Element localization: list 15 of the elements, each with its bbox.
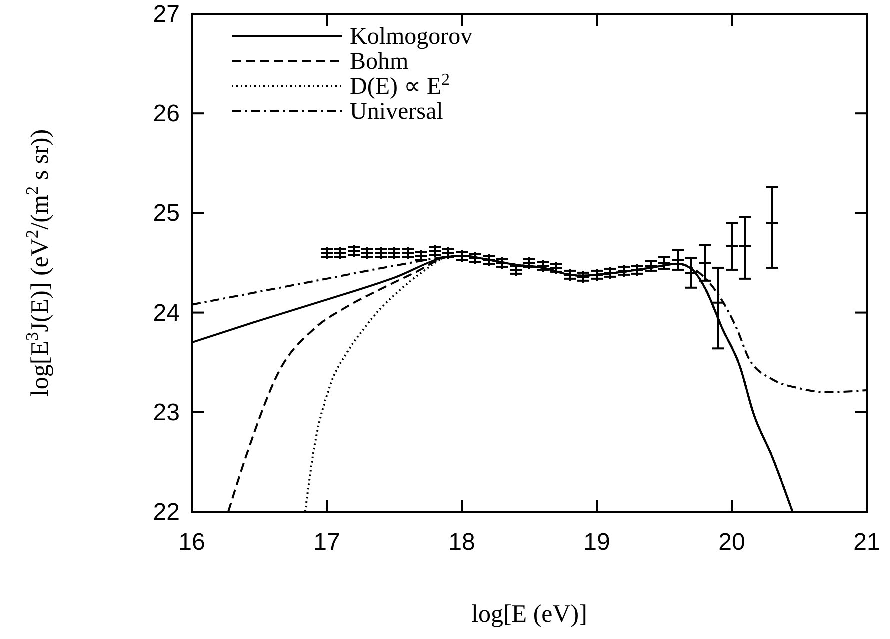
legend-label: Kolmogorov bbox=[350, 24, 473, 50]
x-tick-label: 18 bbox=[448, 529, 476, 556]
y-tick-label: 23 bbox=[153, 399, 180, 426]
legend-label: Universal bbox=[350, 99, 444, 125]
x-tick-label: 19 bbox=[584, 529, 610, 556]
x-tick-label: 21 bbox=[854, 529, 880, 556]
x-tick-label: 20 bbox=[718, 529, 746, 556]
x-axis-title: log[E (eV)] bbox=[472, 601, 588, 628]
y-tick-label: 25 bbox=[153, 200, 180, 228]
x-tick-label: 17 bbox=[314, 529, 340, 556]
y-tick-label: 27 bbox=[153, 1, 180, 28]
x-tick-label: 16 bbox=[178, 529, 206, 556]
y-tick-label: 22 bbox=[153, 499, 180, 526]
y-tick-label: 26 bbox=[153, 100, 180, 128]
y-tick-label: 24 bbox=[153, 300, 180, 327]
